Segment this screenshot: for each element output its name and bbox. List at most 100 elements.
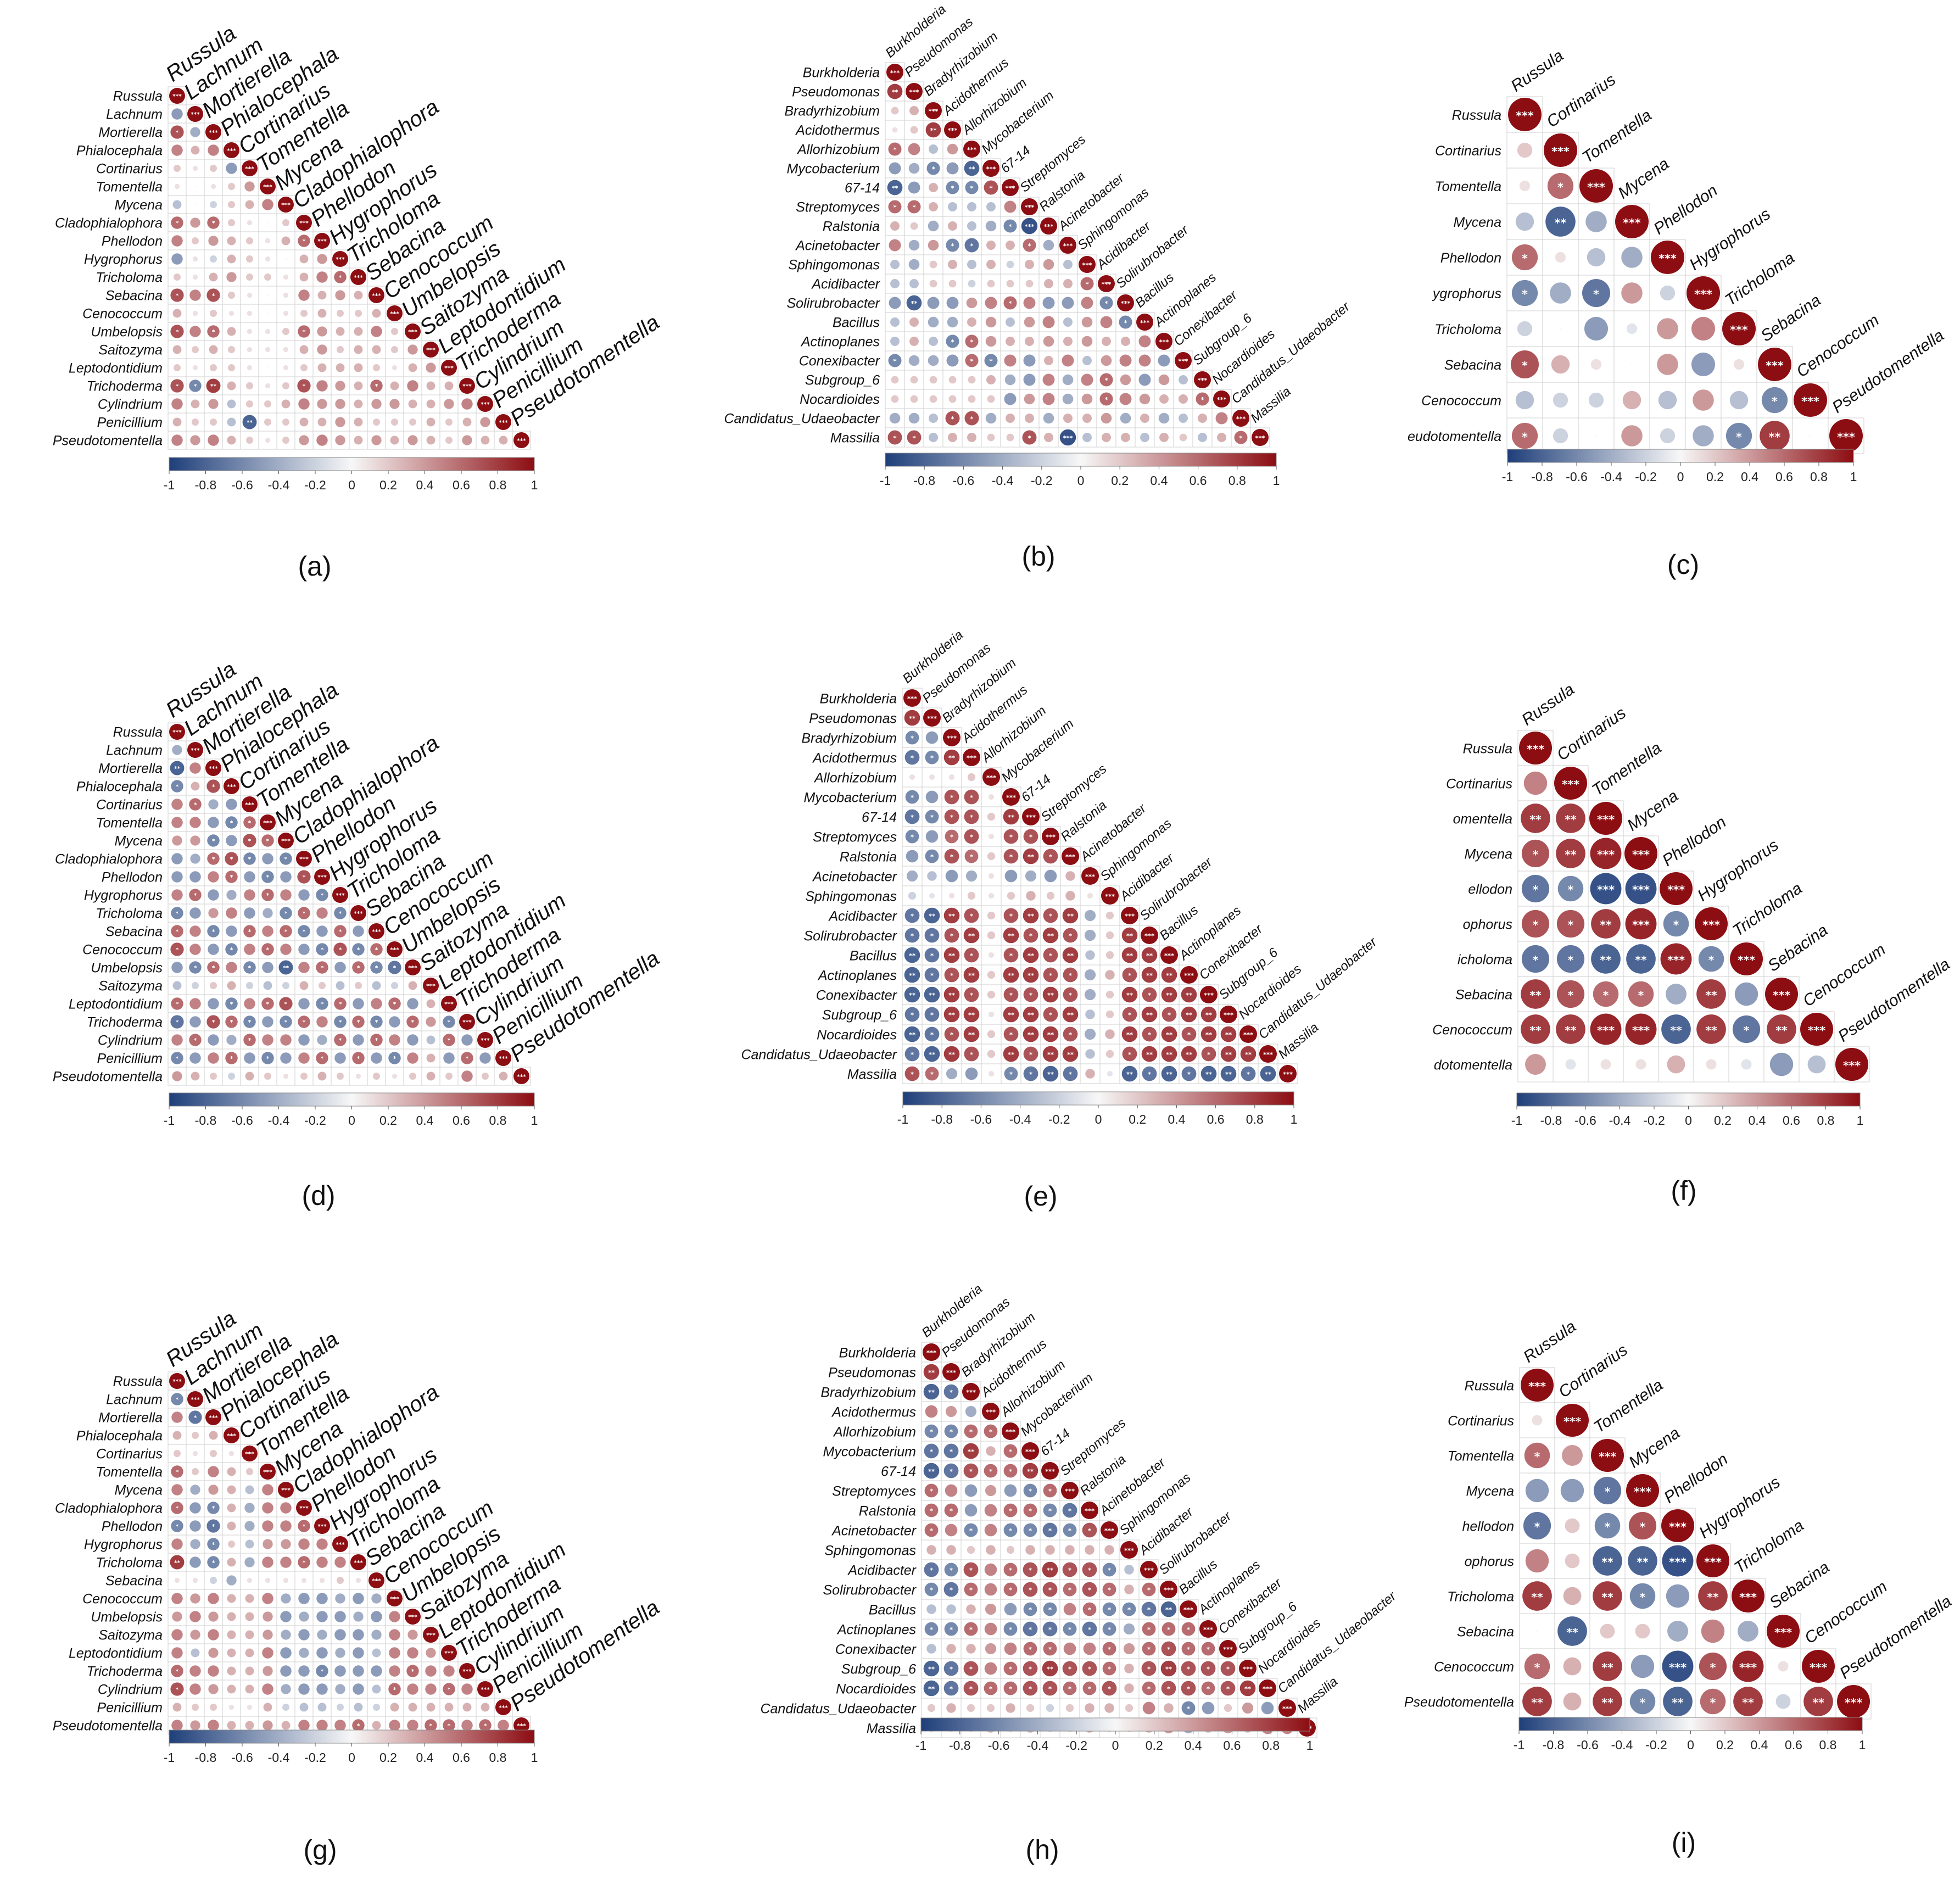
- correlation-circle: [190, 1720, 200, 1731]
- column-label: Tricholoma: [1729, 879, 1806, 940]
- significance-mark: ***: [1263, 1051, 1273, 1058]
- correlation-circle: [281, 1593, 291, 1604]
- significance-mark: *: [248, 965, 252, 972]
- correlation-circle: [172, 200, 182, 209]
- significance-mark: **: [909, 715, 915, 722]
- significance-mark: *: [970, 813, 973, 821]
- correlation-circle: [169, 724, 185, 740]
- significance-mark: *: [176, 911, 179, 917]
- correlation-circle: [316, 1611, 328, 1622]
- significance-mark: *: [1086, 281, 1089, 288]
- row-label: Burkholderia: [820, 691, 897, 706]
- correlation-circle: [227, 1521, 236, 1531]
- row-label: Cortinarius: [1435, 143, 1501, 159]
- significance-mark: *: [448, 1037, 451, 1044]
- significance-mark: *: [930, 1011, 934, 1019]
- correlation-circle: [948, 433, 957, 442]
- correlation-circle: [987, 433, 995, 442]
- correlation-circle: [371, 326, 382, 337]
- correlation-circle: [298, 1720, 310, 1731]
- correlation-circle: [298, 1683, 310, 1695]
- significance-mark: *: [266, 1001, 270, 1008]
- correlation-circle: [1125, 1704, 1133, 1712]
- column-label: Russula: [1507, 47, 1567, 96]
- significance-mark: **: [1047, 932, 1054, 940]
- colorbar-tick-label: -0.4: [1027, 1738, 1049, 1753]
- correlation-circle: [227, 417, 236, 427]
- correlation-circle: [387, 305, 403, 321]
- significance-mark: *: [1207, 1665, 1210, 1673]
- column-label: 67-14: [1019, 772, 1054, 805]
- row-label: Acidibacter: [811, 277, 880, 292]
- colorbar-tick-label: 1: [1857, 1113, 1864, 1128]
- significance-mark: **: [1705, 989, 1717, 1002]
- correlation-circle: [189, 326, 201, 337]
- significance-mark: **: [1600, 953, 1612, 967]
- correlation-circle: [1158, 412, 1170, 424]
- correlation-circle: [966, 297, 978, 309]
- correlation-circle: [965, 334, 979, 348]
- correlation-circle: [355, 982, 362, 989]
- correlation-circle: [299, 435, 309, 445]
- correlation-circle: [317, 417, 327, 427]
- significance-mark: **: [1067, 1011, 1074, 1019]
- significance-mark: **: [1565, 848, 1577, 861]
- correlation-circle: [1706, 1059, 1717, 1070]
- significance-mark: *: [1069, 1031, 1072, 1039]
- correlation-circle: [1179, 433, 1187, 442]
- correlation-circle: [965, 354, 979, 367]
- row-label: Phialocephala: [76, 779, 163, 795]
- correlation-circle: [892, 127, 898, 133]
- significance-mark: ***: [1164, 1586, 1174, 1594]
- significance-mark: ***: [390, 311, 399, 317]
- correlation-circle: [228, 346, 235, 353]
- significance-mark: ***: [1774, 1626, 1792, 1639]
- correlation-circle: [1087, 892, 1093, 899]
- correlation-circle: [334, 962, 346, 973]
- correlation-circle: [337, 1704, 344, 1711]
- significance-mark: ***: [372, 293, 381, 299]
- significance-mark: **: [1028, 1031, 1034, 1039]
- colorbar-tick-label: 0.4: [1751, 1738, 1768, 1752]
- correlation-circle: [244, 998, 255, 1009]
- significance-mark: ***: [1282, 1705, 1292, 1712]
- correlation-circle: [407, 1052, 418, 1064]
- colorbar-tick-label: 0.2: [1714, 1113, 1732, 1128]
- colorbar-tick-label: 0.2: [379, 1750, 397, 1765]
- correlation-circle: [1104, 1703, 1114, 1713]
- correlation-circle: [1084, 929, 1096, 941]
- correlation-circle: [390, 381, 399, 390]
- correlation-circle: [208, 236, 219, 246]
- correlation-circle: [390, 1703, 399, 1712]
- significance-mark: **: [948, 991, 955, 999]
- correlation-circle: [1615, 205, 1649, 238]
- significance-mark: *: [1533, 953, 1539, 967]
- correlation-circle: [985, 297, 997, 309]
- correlation-circle: [244, 889, 255, 901]
- significance-mark: *: [930, 1507, 933, 1515]
- correlation-circle: [371, 435, 382, 445]
- correlation-circle: [189, 998, 201, 1009]
- correlation-circle: [192, 346, 199, 353]
- significance-mark: *: [194, 383, 197, 390]
- significance-mark: ***: [172, 729, 182, 736]
- correlation-circle: [1691, 352, 1716, 377]
- row-label: Allorhizobium: [813, 770, 897, 785]
- significance-mark: **: [1529, 989, 1542, 1002]
- correlation-circle: [1621, 425, 1643, 447]
- significance-mark: ***: [1845, 1696, 1862, 1709]
- colorbar: [169, 1729, 535, 1744]
- correlation-circle: [282, 382, 289, 389]
- significance-mark: *: [1069, 972, 1072, 979]
- significance-mark: *: [930, 1070, 934, 1078]
- significance-mark: *: [284, 911, 288, 917]
- column-label: Russula: [1520, 1318, 1579, 1366]
- correlation-circle: [479, 1052, 491, 1064]
- correlation-circle: [1775, 1694, 1791, 1709]
- correlation-circle: [948, 395, 957, 403]
- correlation-circle: [408, 1703, 417, 1712]
- colorbar-tick-label: -0.8: [913, 473, 935, 488]
- significance-mark: *: [1029, 1527, 1032, 1535]
- correlation-circle: [228, 1704, 234, 1710]
- significance-mark: ***: [1810, 1661, 1827, 1674]
